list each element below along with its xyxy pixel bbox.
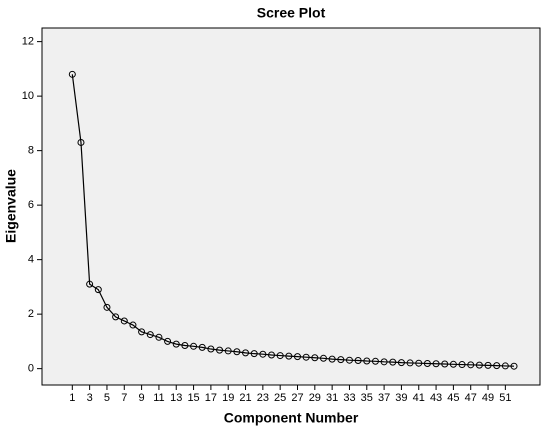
point (172, 340, 180, 348)
point (345, 356, 353, 364)
x-tick-label: 25 (274, 392, 286, 404)
y-tick-label: 12 (22, 36, 34, 48)
point (259, 350, 267, 358)
x-tick-label: 17 (205, 392, 217, 404)
point (77, 138, 85, 146)
series-line (71, 74, 515, 367)
x-tick-label: 5 (104, 392, 110, 404)
x-tick-label: 29 (309, 392, 321, 404)
point (354, 356, 362, 364)
x-tick-label: 3 (87, 392, 93, 404)
point (441, 360, 449, 368)
point (146, 331, 154, 339)
point (328, 355, 336, 363)
point (155, 333, 163, 341)
y-tick-label: 2 (28, 308, 34, 320)
point (198, 343, 206, 351)
point (423, 359, 431, 367)
x-tick-label: 23 (257, 392, 269, 404)
point (268, 351, 276, 359)
point (242, 349, 250, 357)
x-tick-label: 39 (395, 392, 407, 404)
y-tick-label: 10 (22, 90, 34, 102)
point (432, 360, 440, 368)
point (449, 360, 457, 368)
y-tick-label: 8 (28, 145, 34, 157)
point (120, 317, 128, 325)
x-tick-label: 49 (482, 392, 494, 404)
point (86, 280, 94, 288)
x-tick-label: 11 (153, 392, 164, 404)
point (363, 357, 371, 365)
x-tick-label: 43 (430, 392, 442, 404)
point (207, 345, 215, 353)
point (493, 362, 501, 370)
point (510, 362, 518, 370)
point (129, 321, 137, 329)
point (94, 286, 102, 294)
point (458, 361, 466, 369)
point (319, 354, 327, 362)
y-tick-label: 4 (28, 254, 34, 266)
x-tick-label: 27 (291, 392, 303, 404)
chart-title: Scree Plot (257, 5, 326, 21)
point (164, 337, 172, 345)
x-tick-label: 13 (170, 392, 182, 404)
point (371, 357, 379, 365)
point (68, 70, 76, 78)
point (250, 350, 258, 358)
y-axis-label: Eigenvalue (3, 169, 19, 243)
point (337, 356, 345, 364)
point (467, 361, 475, 369)
x-tick-label: 37 (378, 392, 390, 404)
point (224, 347, 232, 355)
y-tick-label: 6 (28, 199, 34, 211)
x-tick-label: 51 (499, 392, 511, 404)
point (406, 359, 414, 367)
point (293, 353, 301, 361)
point (112, 313, 120, 321)
point (216, 346, 224, 354)
point (397, 359, 405, 367)
point (475, 361, 483, 369)
x-tick-label: 1 (69, 392, 75, 404)
plot-area (41, 27, 541, 386)
point (138, 328, 146, 336)
x-tick-label: 41 (413, 392, 425, 404)
x-tick-label: 33 (343, 392, 355, 404)
x-tick-label: 21 (239, 392, 251, 404)
point (415, 359, 423, 367)
point (302, 353, 310, 361)
point (484, 361, 492, 369)
point (276, 352, 284, 360)
x-axis-label: Component Number (224, 410, 359, 426)
y-tick-label: 0 (28, 363, 34, 375)
point (285, 352, 293, 360)
point (389, 358, 397, 366)
x-tick-label: 35 (361, 392, 373, 404)
x-tick-label: 47 (465, 392, 477, 404)
x-tick-label: 7 (121, 392, 127, 404)
point (501, 362, 509, 370)
x-tick-label: 19 (222, 392, 234, 404)
x-tick-label: 31 (326, 392, 338, 404)
x-tick-label: 45 (447, 392, 459, 404)
x-tick-label: 9 (139, 392, 145, 404)
point (311, 354, 319, 362)
x-tick-label: 15 (187, 392, 199, 404)
point (233, 348, 241, 356)
point (181, 341, 189, 349)
point (103, 303, 111, 311)
point (190, 342, 198, 350)
point (380, 358, 388, 366)
